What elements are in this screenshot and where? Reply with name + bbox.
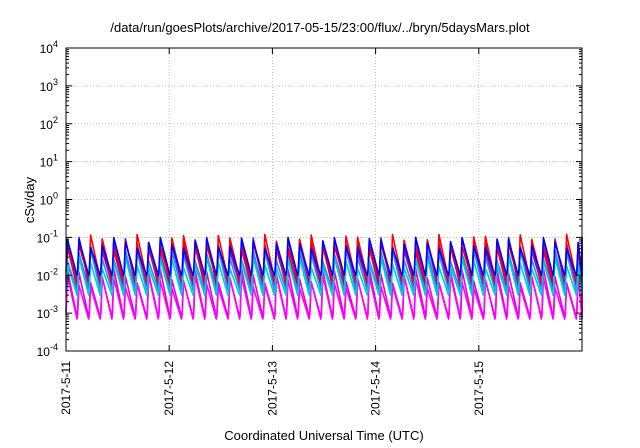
x-tick-label: 2017-5-12 (162, 361, 176, 416)
series-line-3 (65, 274, 583, 320)
y-tick-label: 10-2 (37, 266, 58, 283)
x-tick-label: 2017-5-11 (59, 361, 73, 415)
y-tick-label: 103 (40, 77, 58, 94)
x-axis-label: Coordinated Universal Time (UTC) (224, 428, 424, 443)
y-tick-label: 101 (40, 153, 58, 170)
series-layer (65, 233, 583, 320)
x-tick-label: 2017-5-13 (265, 361, 279, 416)
x-tick-label: 2017-5-14 (369, 361, 383, 416)
y-tick-label: 10-3 (37, 304, 58, 321)
y-tick-label: 104 (40, 39, 58, 56)
y-axis-label: cSv/day (22, 176, 37, 223)
chart-title: /data/run/goesPlots/archive/2017-05-15/2… (110, 20, 530, 35)
x-tick-label: 2017-5-15 (472, 361, 486, 416)
y-tick-label: 10-4 (37, 342, 58, 359)
tick-layer: 10-4 10-3 10-2 10-1 100 101 102 103 104 2017-5-11… (37, 39, 582, 416)
y-tick-label: 100 (40, 191, 58, 208)
series-line-7 (65, 256, 583, 296)
y-tick-label: 10-1 (37, 228, 58, 245)
series-line-8 (65, 236, 583, 277)
y-tick-label: 102 (40, 115, 58, 132)
